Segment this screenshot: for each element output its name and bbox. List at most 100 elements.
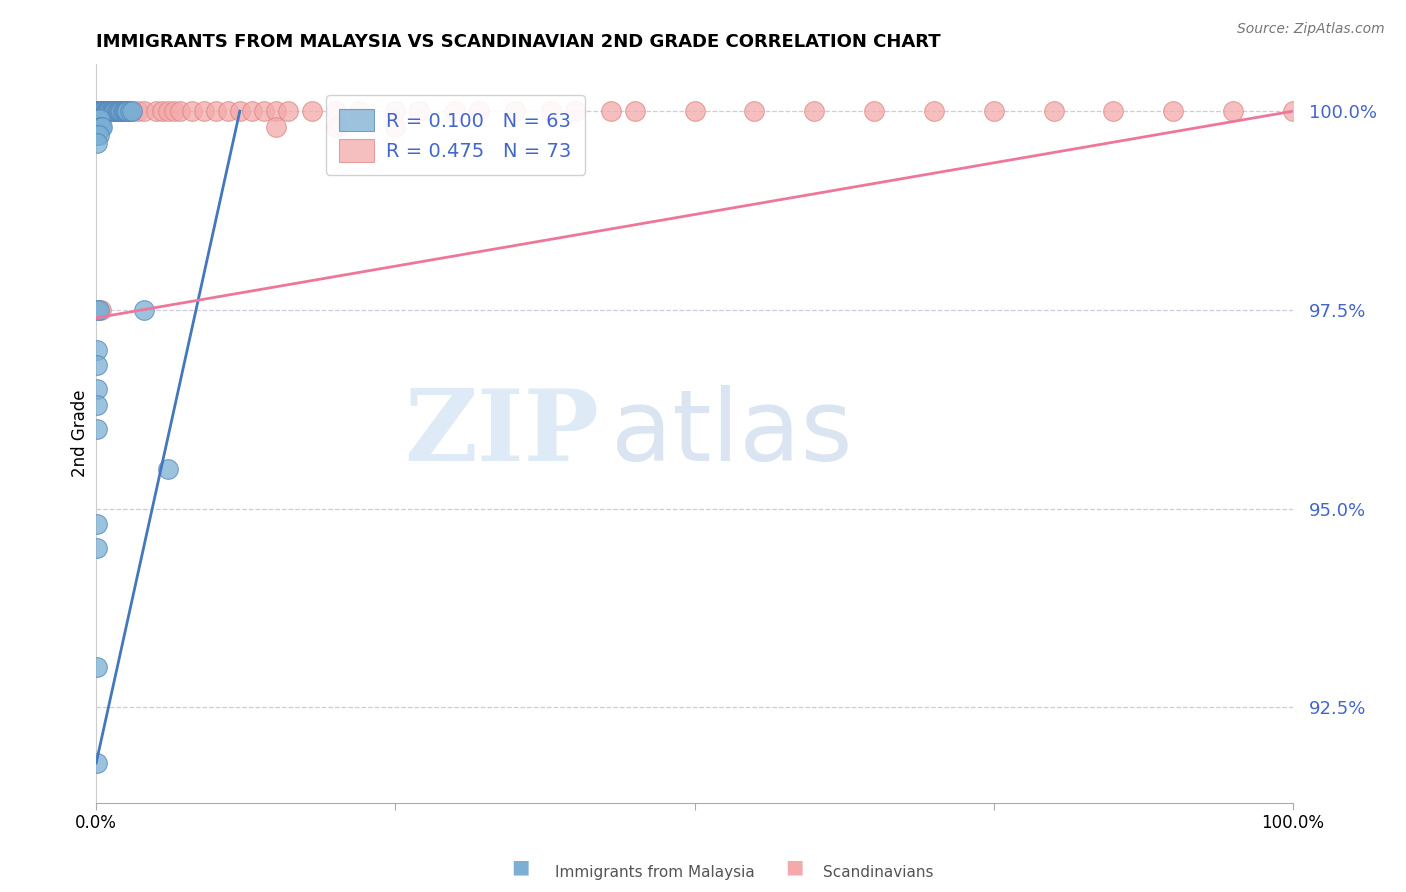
Point xyxy=(240,104,263,119)
Point xyxy=(121,104,143,119)
Point xyxy=(87,104,110,119)
Text: ■: ■ xyxy=(510,857,530,876)
Point xyxy=(89,104,111,119)
Point xyxy=(93,104,115,119)
Point xyxy=(408,104,430,119)
Point xyxy=(150,104,173,119)
Point xyxy=(564,104,586,119)
Point xyxy=(103,104,125,119)
Text: Scandinavians: Scandinavians xyxy=(823,865,934,880)
Point xyxy=(264,104,287,119)
Point xyxy=(86,343,108,357)
Point xyxy=(264,120,287,134)
Point xyxy=(863,104,886,119)
Point xyxy=(101,104,124,119)
Point xyxy=(86,128,108,142)
Point xyxy=(97,104,120,119)
Point xyxy=(127,104,149,119)
Point xyxy=(1042,104,1064,119)
Text: IMMIGRANTS FROM MALAYSIA VS SCANDINAVIAN 2ND GRADE CORRELATION CHART: IMMIGRANTS FROM MALAYSIA VS SCANDINAVIAN… xyxy=(96,33,941,51)
Point xyxy=(108,104,131,119)
Point xyxy=(1102,104,1125,119)
Point xyxy=(156,104,179,119)
Point xyxy=(87,128,110,142)
Point xyxy=(163,104,186,119)
Text: ZIP: ZIP xyxy=(404,384,599,482)
Point xyxy=(100,104,122,119)
Point xyxy=(93,104,115,119)
Point xyxy=(89,104,111,119)
Point xyxy=(89,104,111,119)
Point xyxy=(108,104,131,119)
Point xyxy=(86,541,108,556)
Point xyxy=(94,104,117,119)
Point xyxy=(86,136,108,150)
Point xyxy=(86,112,108,127)
Point xyxy=(86,112,108,127)
Point xyxy=(983,104,1005,119)
Point xyxy=(107,104,129,119)
Point xyxy=(117,104,139,119)
Point xyxy=(205,104,228,119)
Point xyxy=(96,104,118,119)
Point xyxy=(229,104,252,119)
Point xyxy=(87,112,110,127)
Point xyxy=(301,104,323,119)
Point xyxy=(540,104,562,119)
Point xyxy=(349,104,371,119)
Point xyxy=(683,104,706,119)
Legend: R = 0.100   N = 63, R = 0.475   N = 73: R = 0.100 N = 63, R = 0.475 N = 73 xyxy=(326,95,585,176)
Point xyxy=(104,104,127,119)
Point xyxy=(1222,104,1244,119)
Point xyxy=(86,660,108,674)
Point xyxy=(90,104,112,119)
Point xyxy=(86,398,108,412)
Point xyxy=(93,104,115,119)
Point xyxy=(132,104,155,119)
Point xyxy=(86,104,108,119)
Point xyxy=(1161,104,1184,119)
Point xyxy=(94,104,117,119)
Point xyxy=(89,112,111,127)
Point xyxy=(444,104,467,119)
Point xyxy=(114,104,136,119)
Point xyxy=(803,104,825,119)
Point xyxy=(103,104,125,119)
Point xyxy=(86,104,108,119)
Point xyxy=(87,104,110,119)
Point xyxy=(115,104,138,119)
Point xyxy=(97,104,120,119)
Point xyxy=(277,104,299,119)
Point xyxy=(90,104,112,119)
Point xyxy=(87,112,110,127)
Point xyxy=(90,104,112,119)
Point xyxy=(89,120,111,134)
Point xyxy=(104,104,127,119)
Text: Immigrants from Malaysia: Immigrants from Malaysia xyxy=(555,865,755,880)
Point xyxy=(89,104,111,119)
Point xyxy=(86,517,108,532)
Text: ■: ■ xyxy=(785,857,804,876)
Y-axis label: 2nd Grade: 2nd Grade xyxy=(72,389,89,477)
Point xyxy=(1282,104,1305,119)
Point xyxy=(90,302,112,317)
Point xyxy=(91,120,114,134)
Point xyxy=(217,104,239,119)
Point xyxy=(325,104,347,119)
Point xyxy=(87,120,110,134)
Point xyxy=(111,104,134,119)
Point xyxy=(98,104,121,119)
Point xyxy=(193,104,215,119)
Point xyxy=(93,104,115,119)
Point xyxy=(97,104,120,119)
Point xyxy=(100,104,122,119)
Point xyxy=(90,112,112,127)
Point xyxy=(110,104,132,119)
Point xyxy=(91,104,114,119)
Point xyxy=(100,104,122,119)
Point xyxy=(100,104,122,119)
Point xyxy=(503,104,526,119)
Point xyxy=(86,104,108,119)
Point xyxy=(253,104,276,119)
Point xyxy=(86,112,108,127)
